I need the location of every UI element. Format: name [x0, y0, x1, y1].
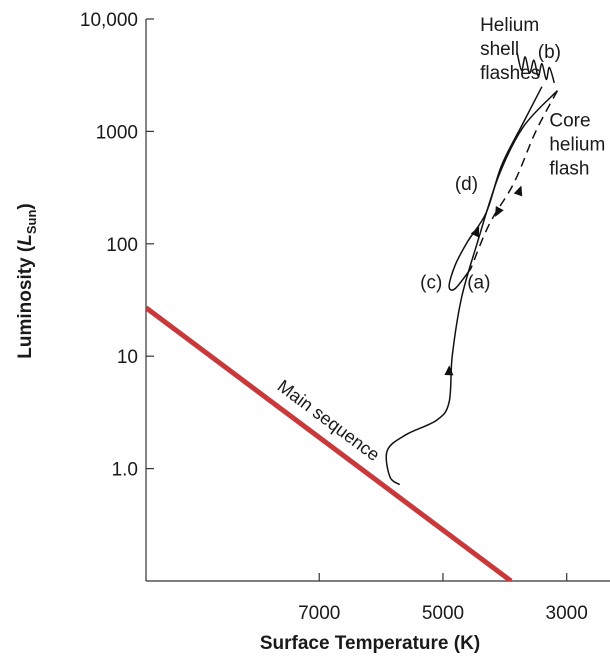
track-arrows — [444, 185, 523, 376]
x-tick-label: 7000 — [298, 603, 340, 624]
y-tick-label: 1.0 — [112, 460, 138, 481]
x-axis-ticks: 7000 5000 3000 — [298, 573, 588, 624]
label-c: (c) — [420, 273, 442, 294]
label-helium-shell-flashes-line: Helium — [480, 15, 539, 36]
y-axis-ticks: 10,000 1000 100 10 1.0 — [80, 10, 154, 481]
evolution-track-c-to-d — [448, 86, 543, 291]
y-tick-label: 10,000 — [80, 10, 138, 31]
label-core-helium-flash-line: helium — [549, 135, 605, 156]
helium-shell-flashes-zigzag — [516, 52, 556, 84]
arrow-b-to-c — [495, 205, 504, 217]
main-sequence-group: Main sequence — [146, 305, 513, 581]
label-core-helium-flash-line: flash — [549, 159, 589, 180]
y-tick-label: 100 — [106, 235, 138, 256]
label-d: (d) — [455, 174, 478, 195]
x-tick-label: 3000 — [546, 603, 588, 624]
y-tick-label: 1000 — [96, 122, 138, 143]
label-core-helium-flash: Core helium flash — [549, 111, 605, 180]
evolution-track-b-to-c — [470, 90, 559, 269]
annotations: (a) (b) (c) (d) Core helium flash Helium shell fl… — [420, 15, 605, 293]
label-b: (b) — [538, 42, 561, 63]
evolution-tracks — [385, 52, 559, 486]
main-sequence-label: Main sequence — [274, 376, 384, 465]
x-axis-title: Surface Temperature (K) — [260, 633, 480, 654]
label-helium-shell-flashes-line: flashes — [480, 63, 540, 84]
arrow-a-upper — [513, 185, 523, 197]
evolution-track-a-to-b — [385, 90, 558, 486]
main-sequence-line — [146, 305, 513, 581]
y-axis-title-main: Luminosity ( — [15, 245, 36, 359]
arrow-c-to-d — [470, 226, 480, 238]
label-core-helium-flash-line: Core — [549, 111, 590, 132]
y-axis-title-subscript: Sun — [24, 210, 39, 235]
label-a: (a) — [467, 273, 490, 294]
y-axis-title: Luminosity (LSun) — [15, 203, 39, 358]
y-axis-title-close: ) — [15, 203, 36, 209]
x-tick-label: 5000 — [422, 603, 464, 624]
y-axis-title-symbol: L — [15, 234, 36, 246]
y-tick-label: 10 — [117, 347, 138, 368]
label-helium-shell-flashes-line: shell — [480, 39, 519, 60]
label-helium-shell-flashes: Helium shell flashes — [480, 15, 540, 84]
arrow-a-lower — [444, 365, 454, 376]
